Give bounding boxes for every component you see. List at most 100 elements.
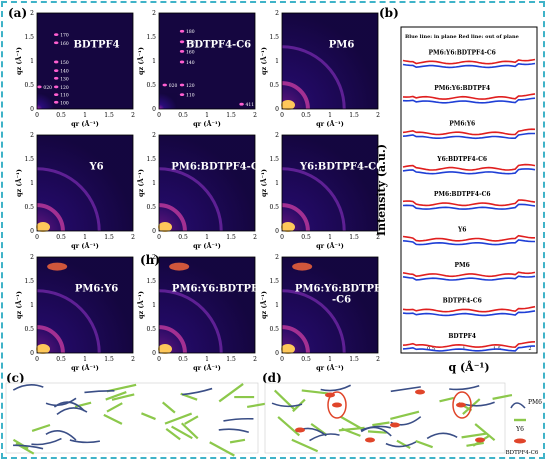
pm6-chain	[426, 432, 458, 440]
y-tick-label: 0	[275, 106, 279, 113]
scattering-ring	[281, 81, 310, 110]
pm6-chain	[218, 428, 250, 433]
scattering-ring	[158, 325, 187, 354]
x-tick-label: 0	[280, 112, 284, 119]
map-frame	[158, 12, 256, 110]
map-label: BDTPF4-C6	[186, 40, 251, 51]
giwaxs-map: PM6 0 0.5 1 1.5 2 0 0.5 1 1.5 2 qr (Å⁻¹) qz (Å⁻¹)	[259, 10, 380, 128]
bdtpf4c6-legend-swatch	[514, 438, 526, 444]
pm6-chain	[182, 387, 213, 396]
pm6-legend-label: PM6	[528, 399, 542, 406]
y6-molecule	[301, 389, 329, 395]
y-tick-label: 1	[152, 302, 156, 309]
pm6-chain	[13, 444, 44, 450]
map-frame	[36, 12, 134, 110]
bragg-peak	[179, 93, 185, 96]
y-tick-label: 2	[152, 10, 156, 17]
peak-index: 160	[60, 41, 69, 47]
y-tick-label: 2	[152, 132, 156, 139]
peak-index: 100	[60, 100, 69, 106]
y-tick-label: 0	[275, 350, 279, 357]
map-intensity	[282, 135, 378, 231]
scattering-ring	[36, 289, 101, 354]
map-label: PM6:Y6:BDTPF4	[172, 284, 265, 295]
x-tick-label: 1	[328, 356, 332, 363]
x-tick-label: 1	[328, 112, 332, 119]
x-tick-label: 0	[280, 356, 284, 363]
in-plane-curve	[402, 275, 536, 281]
chart-frame	[400, 26, 538, 354]
scattering-ring	[158, 203, 187, 232]
y6-molecule	[165, 427, 181, 441]
y-tick-label: 2	[275, 10, 279, 17]
peak-index: 411	[246, 102, 255, 108]
scattering-ring	[281, 167, 346, 232]
lamellar-peak	[36, 222, 50, 232]
y-tick-label: 0	[30, 350, 34, 357]
map-intensity	[159, 135, 255, 231]
y-tick-label: 0	[152, 228, 156, 235]
x-tick-label: 1	[205, 112, 209, 119]
peak-index: 120	[60, 85, 69, 91]
x-tick-label: 2	[376, 356, 380, 363]
pm6-chain	[449, 385, 480, 391]
y-tick-label: 0.5	[269, 326, 279, 333]
map-intensity	[37, 257, 133, 353]
map-frame	[158, 134, 256, 232]
peak-index: 170	[186, 40, 195, 46]
x-axis-label: qr (Å⁻¹)	[71, 119, 99, 128]
y-tick-label: 0.5	[24, 326, 34, 333]
x-tick-label: 1.5	[226, 112, 236, 119]
scattering-ring	[281, 289, 346, 354]
map-frame	[281, 256, 379, 354]
x-tick-label: 2	[376, 234, 380, 241]
bragg-peak	[54, 33, 59, 36]
x-axis-label: qr (Å⁻¹)	[193, 241, 221, 250]
scattering-ring	[281, 325, 310, 354]
bragg-peak	[54, 69, 59, 72]
y-tick-label: 1.5	[24, 156, 34, 163]
y-tick-label: 1	[30, 302, 34, 309]
highlight-circle	[452, 391, 472, 419]
giwaxs-map: Y6:BDTPF4-C6 0 0.5 1 1.5 2 0 0.5 1 1.5 2 qr (Å⁻¹) qz…	[259, 132, 383, 250]
scattering-ring	[158, 167, 223, 232]
map-intensity	[282, 13, 378, 109]
x-tick-label: 2	[376, 112, 380, 119]
y-tick-label: 1	[275, 302, 279, 309]
y-tick-label: 0.5	[146, 204, 156, 211]
y6-molecule	[209, 441, 235, 457]
in-plane-curve	[402, 310, 536, 317]
pm6-chain	[31, 437, 62, 446]
x-tick-label: 0.5	[301, 234, 311, 241]
panel-label-a: (a)	[8, 6, 28, 20]
scattering-ring	[36, 203, 65, 232]
map-label: Y6:BDTPF4-C6	[299, 162, 383, 173]
y-tick-label: 0	[30, 106, 34, 113]
map-intensity	[37, 93, 55, 109]
y6-molecule	[310, 422, 328, 437]
peak-index: 110	[60, 93, 69, 99]
peak-index: 130	[60, 76, 69, 82]
y6-molecule	[474, 423, 496, 442]
x-axis-label: qr (Å⁻¹)	[193, 119, 221, 128]
y-axis-label: qz (Å⁻¹)	[136, 291, 145, 319]
y6-molecule	[277, 416, 301, 437]
peak-index: 110	[186, 93, 195, 99]
bragg-peak	[54, 93, 59, 96]
chart-x-tick: 0.5	[427, 346, 435, 352]
pi-pi-peak	[47, 262, 68, 271]
bdtpf4c6-molecule	[456, 402, 466, 408]
x-tick-label: 1.5	[349, 112, 359, 119]
giwaxs-map: PM6:Y6:BDTPF4-C6 0 0.5 1 1.5 2 0 0.5 1 1.5 2 qr (Å⁻…	[259, 254, 388, 372]
x-tick-label: 2	[253, 234, 257, 241]
y6-molecule	[291, 438, 319, 453]
peak-index: 160	[186, 49, 195, 55]
pm6-chain	[12, 384, 44, 391]
y-axis-label: qz (Å⁻¹)	[259, 169, 268, 197]
y-tick-label: 1.5	[24, 278, 34, 285]
y6-molecule	[339, 415, 363, 430]
x-tick-label: 0.5	[56, 112, 66, 119]
y-tick-label: 1	[30, 58, 34, 65]
out-of-plane-curve	[402, 58, 536, 65]
highlight-circle	[327, 391, 347, 419]
